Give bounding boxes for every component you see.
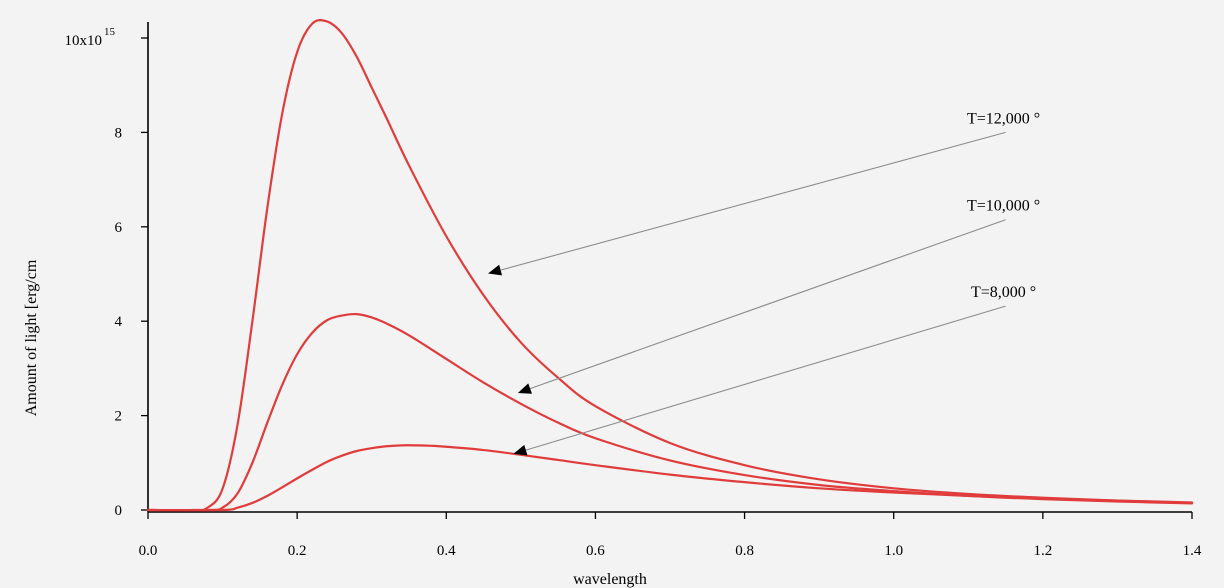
annotation-arrow-line-2 [525,305,1006,451]
y-tick-label: 6 [115,220,123,236]
x-tick-label: 0.8 [735,543,754,559]
annotation-arrowhead-0 [488,264,503,276]
curve-series-2 [146,444,1194,512]
x-tick-label: 1.2 [1033,543,1052,559]
y-axis-title: Amount of light [erg/cm [23,259,40,416]
annotations: T=12,000 ° T=10,000 ° T=8,000 ° [488,110,1040,456]
y-multiplier-label: 10x10 [65,33,103,49]
x-axis-title: wavelength [573,571,647,588]
x-tick-label: 1.4 [1183,543,1202,559]
x-tick-label: 0.4 [437,543,456,559]
y-tick-label: 2 [115,409,123,425]
y-tick-label: 4 [115,314,123,330]
y-ticks: 0 2 4 6 8 [115,37,148,519]
curve-series-1 [146,312,1194,512]
x-tick-label: 0.6 [586,543,605,559]
x-ticks: 0.0 0.2 0.4 0.6 0.8 1.0 1.2 1.4 [139,512,1202,559]
annotation-label-2: T=8,000 ° [971,284,1036,301]
annotation-arrowhead-2 [513,444,528,456]
curves [146,19,1194,512]
y-tick-label: 8 [115,125,123,141]
annotation-arrow-line-0 [500,131,1006,271]
annotation-arrow-line-1 [529,219,1006,390]
x-tick-label: 0.0 [139,543,158,559]
axes [147,22,1192,513]
annotation-label-1: T=10,000 ° [967,198,1040,215]
x-tick-label: 0.2 [288,543,307,559]
annotation-arrowhead-1 [517,383,532,394]
y-multiplier-exponent: 15 [104,26,116,38]
y-tick-label: 0 [115,503,123,519]
annotation-label-0: T=12,000 ° [967,110,1040,127]
curve-series-0 [146,19,1194,512]
x-tick-label: 1.0 [884,543,903,559]
